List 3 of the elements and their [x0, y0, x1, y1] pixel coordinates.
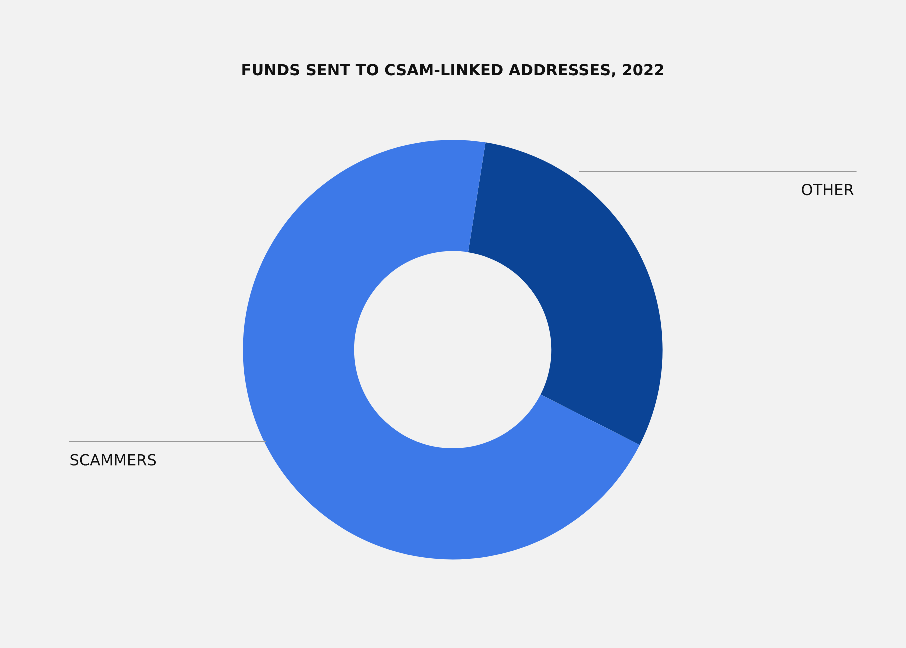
- slice-label: SCAMMERS: [70, 454, 156, 466]
- chart-title: FUNDS SENT TO CSAM-LINKED ADDRESSES, 2022: [242, 64, 664, 78]
- slice-label: OTHER: [802, 184, 854, 196]
